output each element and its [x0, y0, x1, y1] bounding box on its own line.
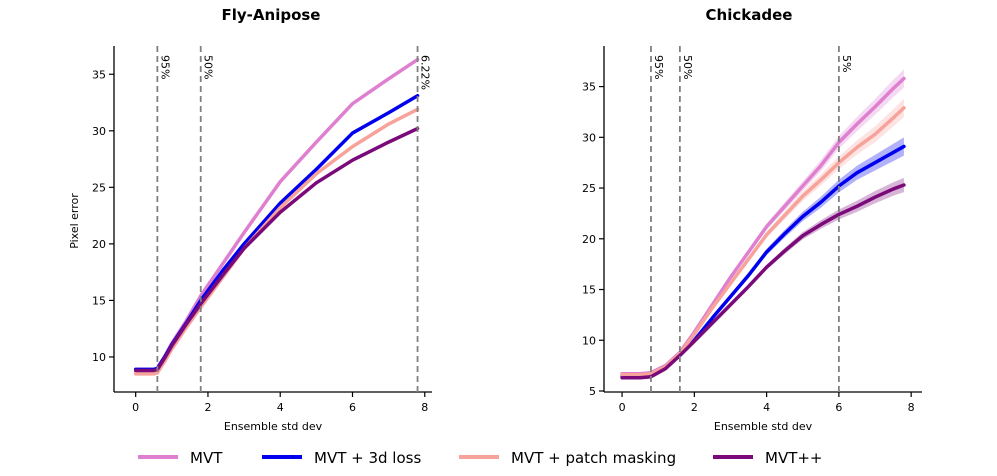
y-tick-label: 20	[92, 238, 106, 251]
legend-label-mvt: MVT	[190, 449, 223, 467]
chart-plot-area: 0 2 4 6 8 10 15 20 25 30 35 95% 50% 6.22%	[92, 46, 432, 414]
percentile-label: 6.22%	[419, 55, 432, 90]
chart-panel-fly-anipose: Fly-Anipose 0 2 4 6 8 10 15 20 25 30 35 95% 50% 6.22%…	[68, 6, 432, 433]
series-line-mvt-patch-masking	[620, 106, 906, 377]
y-tick-label: 25	[92, 181, 106, 194]
y-tick-label: 15	[582, 284, 596, 297]
legend: MVT MVT + 3d loss MVT + patch masking MV…	[138, 449, 823, 467]
percentile-label: 95%	[158, 55, 171, 79]
y-tick-label: 30	[92, 125, 106, 138]
series-line-mvt-3d-loss	[620, 144, 906, 378]
x-tick-label: 2	[691, 401, 698, 414]
series-line-mvt-plus-plus	[620, 183, 906, 380]
chart-plot-area: 0 2 4 6 8 5 10 15 20 25 30 35 95% 50% 5%	[582, 46, 922, 414]
chart-title: Chickadee	[706, 6, 793, 24]
series-band-mvt	[622, 69, 904, 374]
x-tick-label: 8	[908, 401, 915, 414]
x-tick-label: 2	[204, 401, 211, 414]
y-tick-label: 15	[92, 294, 106, 307]
y-tick-label: 5	[589, 385, 596, 398]
x-tick-label: 0	[619, 401, 626, 414]
percentile-label: 50%	[681, 55, 694, 79]
legend-label-mvt-plus-plus: MVT++	[765, 449, 823, 467]
x-tick-label: 8	[421, 401, 428, 414]
y-tick-label: 35	[582, 81, 596, 94]
percentile-label: 50%	[202, 55, 215, 79]
y-tick-label: 10	[582, 334, 596, 347]
y-tick-label: 35	[92, 68, 106, 81]
y-tick-label: 30	[582, 131, 596, 144]
percentile-label: 95%	[652, 55, 665, 79]
x-axis-label: Ensemble std dev	[224, 420, 323, 433]
series-line-mvt-3d-loss	[133, 94, 420, 372]
chart-panel-chickadee: Chickadee 0 2 4 6 8 5 10 15 20 25 30 35 95% 50% 5% Ens…	[582, 6, 922, 433]
legend-label-mvt-patch-masking: MVT + patch masking	[511, 449, 676, 467]
y-tick-label: 20	[582, 233, 596, 246]
x-tick-label: 6	[835, 401, 842, 414]
chart-title: Fly-Anipose	[222, 6, 321, 24]
series-band-mvt-plus-plus	[622, 177, 904, 378]
y-tick-label: 10	[92, 351, 106, 364]
legend-label-mvt-3d-loss: MVT + 3d loss	[314, 449, 421, 467]
percentile-label: 5%	[840, 55, 853, 72]
x-tick-label: 0	[132, 401, 139, 414]
x-tick-label: 4	[277, 401, 284, 414]
x-axis-label: Ensemble std dev	[714, 420, 813, 433]
y-tick-label: 25	[582, 182, 596, 195]
y-axis-label: Pixel error	[68, 193, 81, 249]
x-tick-label: 6	[349, 401, 356, 414]
series-line-mvt-plus-plus	[133, 126, 420, 373]
x-tick-label: 4	[763, 401, 770, 414]
